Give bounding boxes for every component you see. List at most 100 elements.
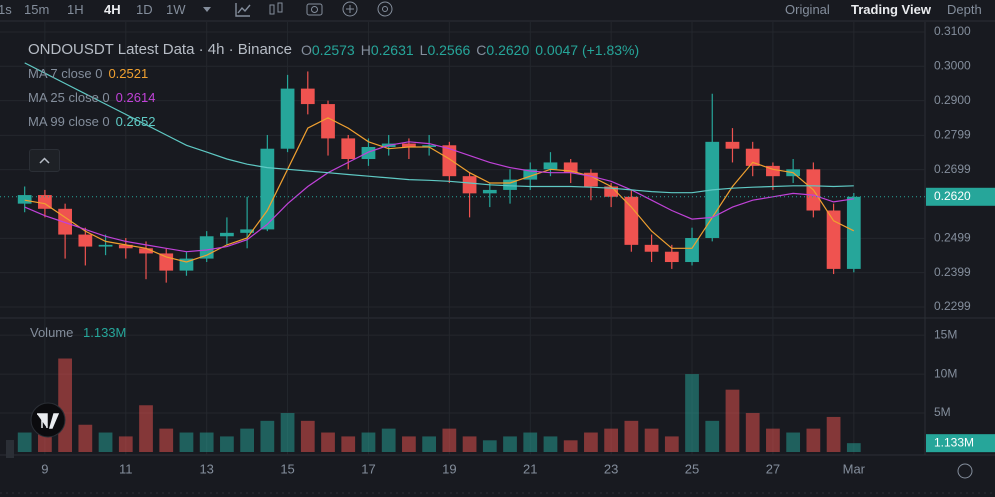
ohlc-label: H bbox=[360, 42, 371, 58]
candle-body bbox=[118, 244, 133, 249]
ohlc-value: 0.2631 bbox=[370, 42, 414, 58]
candle-body bbox=[745, 148, 760, 166]
candle-body bbox=[442, 145, 457, 177]
x-tick-label: 15 bbox=[280, 461, 294, 476]
camera-icon[interactable] bbox=[306, 3, 323, 16]
settings-icon[interactable] bbox=[957, 463, 973, 479]
view-tab[interactable]: Original bbox=[785, 2, 830, 17]
candle-body bbox=[139, 248, 153, 254]
volume-bar bbox=[705, 420, 720, 452]
x-tick-label: 19 bbox=[442, 461, 456, 476]
volume-bar bbox=[179, 432, 194, 452]
volume-bar bbox=[523, 432, 538, 452]
candle-body bbox=[280, 88, 295, 149]
volume-bar bbox=[199, 432, 214, 452]
ma-value: 0.2521 bbox=[108, 66, 149, 81]
ohlc-item: O0.2573 bbox=[301, 41, 355, 59]
volume-bar bbox=[139, 405, 153, 452]
last-price-label: 0.2620 bbox=[934, 189, 971, 203]
volume-bar bbox=[766, 428, 780, 452]
volume-bar bbox=[786, 432, 801, 452]
add-icon bbox=[346, 5, 354, 13]
ma-name: MA 7 close 0 bbox=[28, 66, 103, 81]
volume-bar bbox=[300, 420, 315, 452]
collapse-button[interactable] bbox=[29, 149, 60, 172]
y-tick-label: 0.3100 bbox=[934, 24, 971, 38]
volume-title: Volume bbox=[30, 325, 74, 340]
indicator-icon[interactable] bbox=[235, 3, 251, 17]
interval-button[interactable]: 1W bbox=[166, 2, 186, 17]
settings-icon bbox=[382, 6, 388, 12]
interval-button[interactable]: 1D bbox=[136, 2, 153, 17]
y-tick-label: 0.2499 bbox=[934, 231, 971, 245]
ma-line bbox=[24, 141, 854, 253]
ma-legend-row: MA 7 close 0 0.2521 bbox=[28, 65, 639, 83]
last-volume-tag bbox=[926, 434, 995, 453]
volume-bar bbox=[624, 420, 639, 452]
x-tick-label: 25 bbox=[685, 461, 699, 476]
candle-body bbox=[826, 210, 841, 269]
y-tick-label: 0.2699 bbox=[934, 162, 971, 176]
candle-icon[interactable] bbox=[277, 2, 283, 13]
volume-bar bbox=[604, 428, 619, 452]
last-price-tag bbox=[926, 187, 995, 206]
volume-bar bbox=[98, 432, 113, 452]
candle-body bbox=[604, 186, 619, 197]
ma-line bbox=[24, 117, 855, 263]
interval-button[interactable]: 1H bbox=[67, 2, 84, 17]
candle-body bbox=[482, 189, 497, 194]
volume-bar bbox=[361, 432, 376, 452]
candle-body bbox=[98, 244, 113, 247]
candle-body bbox=[321, 104, 335, 139]
candle-body bbox=[220, 232, 234, 237]
settings-icon[interactable] bbox=[377, 1, 393, 17]
y-tick-label: 0.2299 bbox=[934, 299, 971, 313]
ohlc-item: H0.2631 bbox=[361, 41, 414, 59]
candle-body bbox=[644, 244, 659, 252]
volume-bar bbox=[422, 436, 437, 452]
volume-bar bbox=[381, 428, 396, 452]
candle-body bbox=[240, 229, 255, 233]
candle-body bbox=[78, 234, 93, 247]
volume-bar bbox=[685, 374, 699, 452]
y-tick-label: 0.2799 bbox=[934, 127, 971, 141]
candle-body bbox=[503, 179, 517, 190]
volume-bar bbox=[462, 436, 477, 452]
view-tab[interactable]: Trading View bbox=[851, 2, 931, 17]
volume-bar bbox=[664, 436, 679, 452]
ohlc-label: L bbox=[419, 42, 428, 58]
toolbar-icons bbox=[203, 1, 393, 17]
scroll-button[interactable] bbox=[6, 440, 14, 458]
interval-button[interactable]: 1s bbox=[0, 2, 12, 17]
ma-value: 0.2652 bbox=[115, 114, 156, 129]
toolbar: 1s 15m 1H 4H 1D 1W Original Trading View Depth bbox=[0, 0, 995, 20]
volume-bar bbox=[321, 432, 335, 452]
view-tab[interactable]: Depth bbox=[947, 2, 982, 17]
interval-button[interactable]: 15m bbox=[24, 2, 50, 17]
y-tick-label: 5M bbox=[934, 405, 951, 419]
candle-body bbox=[300, 88, 315, 105]
volume-bar bbox=[543, 436, 558, 452]
x-tick-label: Mar bbox=[843, 461, 866, 476]
interval-button[interactable]: 4H bbox=[104, 2, 121, 17]
candle-body bbox=[563, 162, 578, 173]
candle-body bbox=[260, 148, 275, 230]
price-change: 0.0047 (+1.83%) bbox=[535, 42, 640, 58]
last-volume-label: 1.133M bbox=[934, 435, 974, 449]
volume-value: 1.133M bbox=[83, 325, 127, 340]
ohlc-item: C0.2620 bbox=[476, 41, 529, 59]
ohlc-label: O bbox=[301, 42, 312, 58]
ohlc-value: 0.2566 bbox=[427, 42, 471, 58]
legend: ONDOUSDT Latest Data · 4h · Binance O0.2… bbox=[28, 41, 639, 131]
volume-bar bbox=[341, 436, 356, 452]
ohlc-label: C bbox=[476, 42, 487, 58]
candle-icon[interactable] bbox=[269, 4, 275, 15]
dropdown-icon[interactable] bbox=[203, 7, 211, 12]
candle-body bbox=[543, 162, 558, 170]
ma-name: MA 99 close 0 bbox=[28, 114, 110, 129]
candle-body bbox=[624, 196, 639, 245]
add-icon[interactable] bbox=[342, 1, 358, 17]
y-tick-label: 0.2399 bbox=[934, 265, 971, 279]
x-tick-label: 9 bbox=[41, 461, 48, 476]
